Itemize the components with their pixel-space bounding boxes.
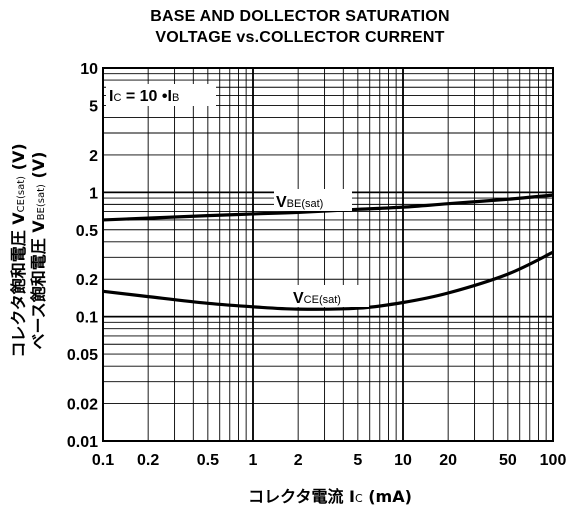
series-label-text: VCE(sat)	[293, 290, 341, 307]
y-tick-label: 0.02	[67, 397, 98, 414]
series-label-vce: VCE(sat)	[291, 285, 369, 307]
y-tick-label: 0.01	[67, 434, 98, 451]
condition-part: I	[109, 88, 113, 105]
chart-subtitle: VOLTAGE vs.COLLECTOR CURRENT	[155, 29, 445, 46]
y-axis-label-vbe: ベース飽和電圧 VBE(sat) (V)	[29, 152, 48, 350]
x-tick-label: 0.2	[137, 452, 159, 469]
y-tick-label: 0.2	[76, 272, 98, 289]
condition-label: IC = 10 •IB	[106, 84, 216, 106]
x-axis-label-part: (mA)	[363, 487, 412, 506]
chart-title: BASE AND DOLLECTOR SATURATION	[150, 8, 450, 25]
x-tick-label: 100	[540, 452, 567, 469]
series-line	[102, 250, 554, 311]
y-tick-label: 5	[89, 98, 98, 115]
y-axis-label-part: V	[9, 212, 28, 225]
grid-lines	[102, 67, 554, 442]
plot-area	[103, 68, 553, 441]
y-axis-label-part: コレクタ飽和電圧	[9, 225, 28, 358]
x-tick-label: 50	[499, 452, 517, 469]
x-axis-label-part: C	[355, 492, 363, 505]
y-axis-label-part: CE(sat)	[16, 176, 27, 212]
condition-part: I	[167, 88, 171, 105]
y-axis-label-part: (V)	[29, 152, 48, 185]
y-axis-label-part: ベース飽和電圧	[29, 233, 48, 350]
plot-frame	[102, 67, 554, 442]
condition-part: C	[113, 92, 121, 104]
x-tick-label: 0.1	[92, 452, 114, 469]
series-label-main: V	[276, 194, 287, 211]
y-tick-label: 0.05	[67, 347, 98, 364]
y-tick-label: 1	[89, 185, 98, 202]
y-tick-label: 0.5	[76, 223, 98, 240]
series-label-sub: CE(sat)	[304, 294, 341, 306]
x-tick-label: 20	[439, 452, 457, 469]
y-tick-label: 10	[80, 61, 98, 78]
y-tick-label: 0.1	[76, 310, 98, 327]
x-tick-label: 0.5	[197, 452, 219, 469]
series-label-main: V	[293, 290, 304, 307]
y-tick-label: 2	[89, 148, 98, 165]
x-axis-label: コレクタ電流 IC (mA)	[248, 487, 412, 506]
series-label-sub: BE(sat)	[287, 198, 324, 210]
y-axis-label-part: BE(sat)	[36, 184, 47, 220]
x-tick-label: 1	[249, 452, 258, 469]
y-axis-label-vce: コレクタ飽和電圧 VCE(sat) (V)	[9, 143, 28, 357]
y-axis-label-part: (V)	[9, 143, 28, 176]
condition-label-bg	[106, 84, 216, 106]
x-tick-label: 10	[394, 452, 412, 469]
y-axis-label-part: V	[29, 220, 48, 233]
series-label-text: VBE(sat)	[276, 194, 323, 211]
x-axis-label-part: コレクタ電流	[248, 487, 349, 506]
x-axis-label-part: I	[349, 487, 355, 506]
condition-part: = 10 •	[121, 88, 167, 105]
condition-part: B	[172, 92, 179, 104]
condition-label-text: IC = 10 •IB	[109, 88, 179, 105]
x-tick-label: 5	[353, 452, 362, 469]
series-label-bg	[291, 285, 369, 307]
series-label-bg	[274, 189, 352, 211]
series-label-vbe: VBE(sat)	[274, 189, 352, 211]
x-tick-label: 2	[294, 452, 303, 469]
